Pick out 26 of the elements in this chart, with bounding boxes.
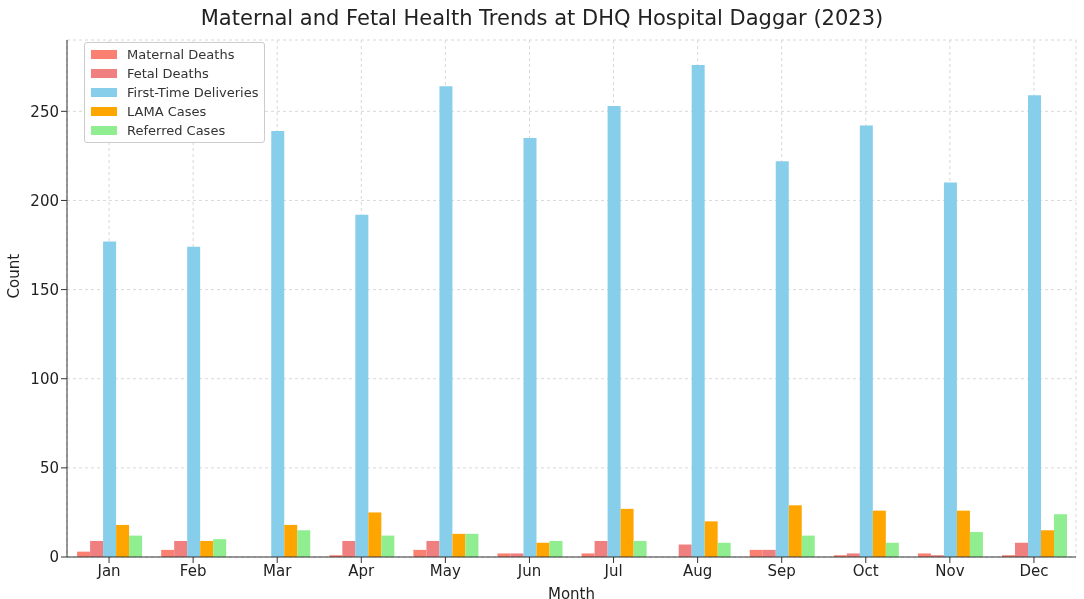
x-tick-label: Jan (96, 561, 121, 580)
chart-title: Maternal and Fetal Health Trends at DHQ Hospital Daggar (2023) (199, 6, 885, 30)
x-tick-label: Sep (767, 561, 796, 580)
y-tick-label: 0 (49, 548, 59, 567)
legend-label: LAMA Cases (127, 103, 207, 121)
x-tick-label: Aug (682, 561, 713, 580)
legend-label: First-Time Deliveries (127, 84, 259, 102)
y-tick-label: 150 (30, 280, 59, 299)
y-tick-label: 50 (39, 459, 59, 478)
x-tick-label: Feb (179, 561, 207, 580)
x-tick-label: Dec (1019, 561, 1049, 580)
x-axis-title: Month (547, 585, 596, 599)
legend-label: Referred Cases (127, 122, 226, 140)
legend-label: Fetal Deaths (127, 65, 209, 83)
x-tick-label: May (429, 561, 461, 580)
legend-label: Maternal Deaths (127, 46, 235, 64)
x-tick-label: Nov (935, 561, 965, 580)
x-tick-label: Jul (603, 561, 623, 580)
x-tick-label: Apr (348, 561, 376, 580)
x-tick-label: Mar (263, 561, 293, 580)
y-axis-title: Count (5, 253, 24, 299)
x-tick-label: Oct (852, 561, 879, 580)
y-tick-label: 200 (30, 191, 59, 210)
y-tick-label: 100 (30, 370, 59, 389)
x-tick-label: Jun (516, 561, 542, 580)
y-tick-label: 250 (30, 102, 59, 121)
